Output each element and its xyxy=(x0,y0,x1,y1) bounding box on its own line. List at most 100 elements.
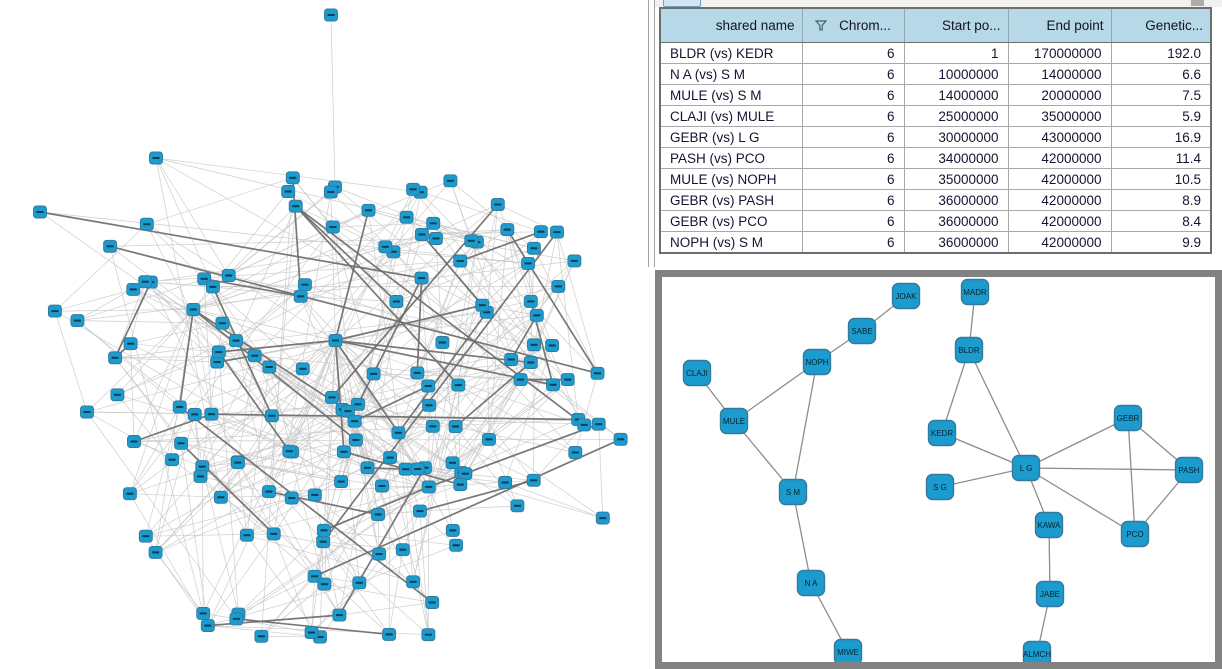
network-node[interactable] xyxy=(211,345,226,359)
node-shape[interactable] xyxy=(925,473,955,501)
network-node[interactable] xyxy=(215,316,230,330)
table-row[interactable]: GEBR (vs) PASH 6 36000000 42000000 8.9 xyxy=(659,189,1212,211)
table-cell[interactable]: 6 xyxy=(801,168,905,190)
network-node-pash[interactable]: PASH xyxy=(1174,456,1204,484)
network-node[interactable] xyxy=(196,606,211,620)
network-node[interactable] xyxy=(546,378,560,392)
network-node[interactable] xyxy=(523,294,538,308)
network-node[interactable] xyxy=(451,378,466,392)
network-node[interactable] xyxy=(347,414,362,428)
table-row[interactable]: BLDR (vs) KEDR 6 1 170000000 192.0 xyxy=(659,42,1212,64)
table-cell[interactable]: 192.0 xyxy=(1110,42,1212,64)
network-node[interactable] xyxy=(410,366,425,380)
table-cell[interactable]: PASH (vs) PCO xyxy=(659,147,803,169)
network-node[interactable] xyxy=(122,487,137,501)
network-node[interactable] xyxy=(200,619,215,633)
network-node[interactable] xyxy=(399,210,414,224)
network-node-kedr[interactable]: KEDR xyxy=(927,419,957,447)
table-cell[interactable]: 6 xyxy=(801,231,905,254)
network-node[interactable] xyxy=(406,575,421,589)
network-node[interactable] xyxy=(464,234,479,248)
network-node[interactable] xyxy=(110,388,125,402)
network-node[interactable] xyxy=(139,217,154,231)
table-row[interactable]: PASH (vs) PCO 6 34000000 42000000 11.4 xyxy=(659,147,1212,169)
network-node-gebr[interactable]: GEBR xyxy=(1113,404,1143,432)
network-node[interactable] xyxy=(526,241,541,255)
node-shape[interactable] xyxy=(1011,454,1041,482)
network-node[interactable] xyxy=(568,446,583,459)
network-node[interactable] xyxy=(230,456,245,470)
network-node[interactable] xyxy=(47,304,62,318)
network-node[interactable] xyxy=(443,174,458,188)
network-node[interactable] xyxy=(352,576,367,590)
network-node-claji[interactable]: CLAJI xyxy=(682,359,712,387)
scroll-thumb-fragment[interactable] xyxy=(663,0,701,7)
table-cell[interactable]: 20000000 xyxy=(1007,84,1112,106)
table-cell[interactable]: 42000000 xyxy=(1007,231,1112,254)
node-shape[interactable] xyxy=(796,569,826,597)
node-shape[interactable] xyxy=(1174,456,1204,484)
network-node[interactable] xyxy=(126,282,141,296)
network-node-s-m[interactable]: S M xyxy=(778,478,808,506)
network-node[interactable] xyxy=(282,444,297,458)
network-node-noph[interactable]: NOPH xyxy=(802,348,832,376)
network-node[interactable] xyxy=(414,228,429,241)
network-node[interactable] xyxy=(127,435,141,448)
network-node[interactable] xyxy=(526,473,541,487)
network-node[interactable] xyxy=(247,349,262,363)
table-cell[interactable]: 6 xyxy=(801,126,905,148)
network-node[interactable] xyxy=(421,480,436,494)
column-header-end-point[interactable]: End point xyxy=(1007,8,1111,43)
network-node[interactable] xyxy=(410,462,425,476)
network-node[interactable] xyxy=(266,527,281,541)
table-cell[interactable]: 42000000 xyxy=(1007,168,1112,190)
node-shape[interactable] xyxy=(778,478,808,506)
network-node[interactable] xyxy=(435,336,450,349)
table-cell[interactable]: 6 xyxy=(801,63,905,85)
node-shape[interactable] xyxy=(891,282,921,310)
table-row[interactable]: CLAJI (vs) MULE 6 25000000 35000000 5.9 xyxy=(659,105,1212,127)
network-node[interactable] xyxy=(372,547,387,561)
table-row[interactable]: GEBR (vs) PCO 6 36000000 42000000 8.4 xyxy=(659,210,1212,232)
table-cell[interactable]: 25000000 xyxy=(903,105,1009,127)
network-node[interactable] xyxy=(421,379,436,393)
table-cell[interactable]: 10000000 xyxy=(903,63,1009,85)
network-node[interactable] xyxy=(288,199,303,213)
network-node[interactable] xyxy=(295,362,310,376)
table-cell[interactable]: MULE (vs) NOPH xyxy=(659,168,803,190)
network-node[interactable] xyxy=(284,491,299,505)
network-node[interactable] xyxy=(205,280,220,294)
network-node[interactable] xyxy=(80,405,94,419)
network-node[interactable] xyxy=(421,628,436,642)
network-node-sabe[interactable]: SABE xyxy=(847,317,877,345)
network-node[interactable] xyxy=(382,627,397,641)
network-node[interactable] xyxy=(413,504,427,518)
node-shape[interactable] xyxy=(1120,520,1150,548)
table-cell[interactable]: 7.5 xyxy=(1110,84,1212,106)
network-node[interactable] xyxy=(590,366,605,380)
node-shape[interactable] xyxy=(954,336,984,364)
network-node[interactable] xyxy=(591,417,606,431)
column-header-shared-name[interactable]: shared name xyxy=(660,8,802,43)
table-cell[interactable]: 43000000 xyxy=(1007,126,1112,148)
network-node[interactable] xyxy=(138,529,153,543)
table-cell[interactable]: 5.9 xyxy=(1110,105,1212,127)
network-node[interactable] xyxy=(482,432,496,446)
table-cell[interactable]: 6 xyxy=(801,189,905,211)
table-cell[interactable]: MULE (vs) S M xyxy=(659,84,803,106)
network-node[interactable] xyxy=(336,445,351,459)
network-node[interactable] xyxy=(293,289,308,303)
table-cell[interactable]: 9.9 xyxy=(1110,231,1212,254)
network-node[interactable] xyxy=(445,456,460,470)
table-cell[interactable]: 14000000 xyxy=(903,84,1009,106)
network-node[interactable] xyxy=(414,271,429,285)
table-cell[interactable]: 34000000 xyxy=(903,147,1009,169)
network-node[interactable] xyxy=(123,337,138,351)
network-node[interactable] xyxy=(422,398,437,412)
network-node[interactable] xyxy=(138,275,153,289)
node-shape[interactable] xyxy=(1113,404,1143,432)
network-node[interactable] xyxy=(229,612,244,626)
network-node[interactable] xyxy=(391,426,406,440)
node-shape[interactable] xyxy=(960,278,990,306)
table-cell[interactable]: 6 xyxy=(801,42,905,64)
